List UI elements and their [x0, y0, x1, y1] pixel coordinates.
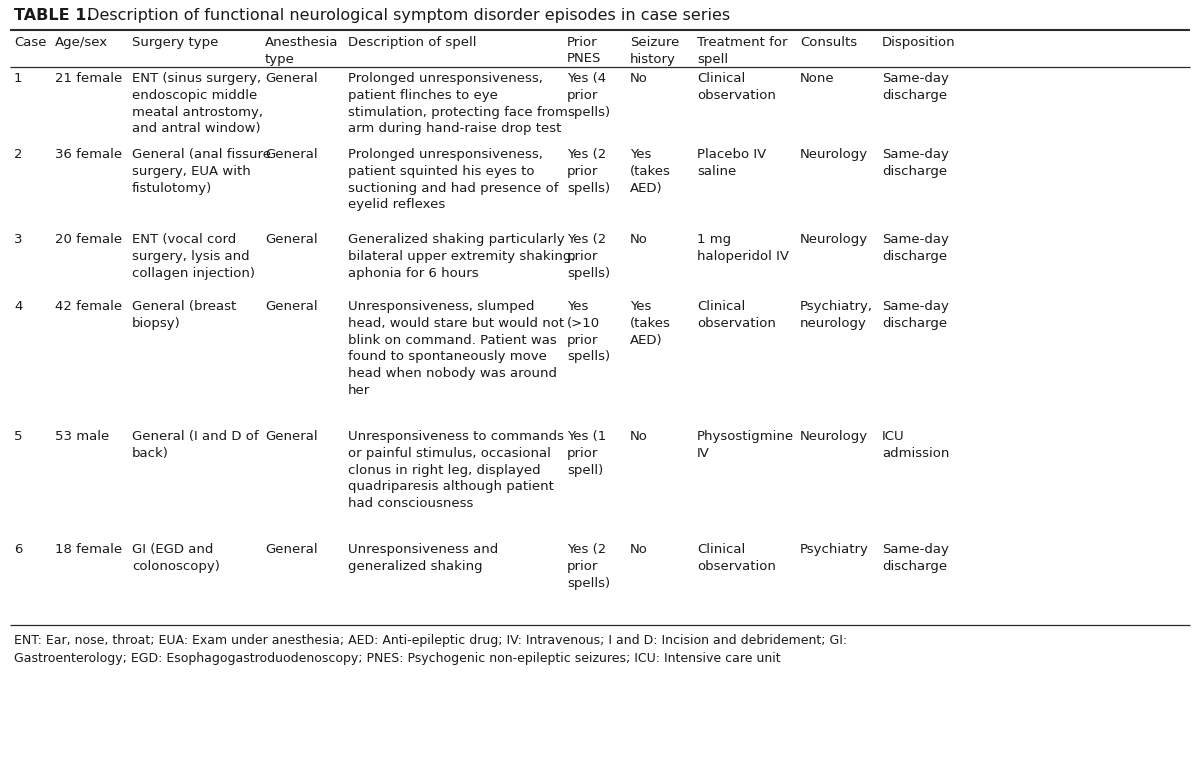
Text: TABLE 1.: TABLE 1. [14, 8, 92, 23]
Text: Prolonged unresponsiveness,
patient squinted his eyes to
suctioning and had pres: Prolonged unresponsiveness, patient squi… [348, 148, 558, 211]
Text: General: General [265, 233, 318, 246]
Text: Same-day
discharge: Same-day discharge [882, 300, 949, 329]
Text: Unresponsiveness to commands
or painful stimulus, occasional
clonus in right leg: Unresponsiveness to commands or painful … [348, 430, 564, 510]
Text: Yes (1
prior
spell): Yes (1 prior spell) [568, 430, 606, 476]
Text: 1: 1 [14, 72, 23, 85]
Text: No: No [630, 233, 648, 246]
Text: GI (EGD and
colonoscopy): GI (EGD and colonoscopy) [132, 543, 220, 573]
Text: 1 mg
haloperidol IV: 1 mg haloperidol IV [697, 233, 790, 263]
Text: Yes (2
prior
spells): Yes (2 prior spells) [568, 148, 610, 194]
Text: 6: 6 [14, 543, 23, 556]
Text: Surgery type: Surgery type [132, 36, 218, 49]
Text: Psychiatry,
neurology: Psychiatry, neurology [800, 300, 874, 329]
Text: ENT (sinus surgery,
endoscopic middle
meatal antrostomy,
and antral window): ENT (sinus surgery, endoscopic middle me… [132, 72, 263, 135]
Text: Prolonged unresponsiveness,
patient flinches to eye
stimulation, protecting face: Prolonged unresponsiveness, patient flin… [348, 72, 568, 135]
Text: Yes (2
prior
spells): Yes (2 prior spells) [568, 233, 610, 280]
Text: Description of functional neurological symptom disorder episodes in case series: Description of functional neurological s… [82, 8, 730, 23]
Text: Same-day
discharge: Same-day discharge [882, 148, 949, 178]
Text: Yes (4
prior
spells): Yes (4 prior spells) [568, 72, 610, 119]
Text: Prior
PNES: Prior PNES [568, 36, 601, 65]
Text: Same-day
discharge: Same-day discharge [882, 233, 949, 263]
Text: Same-day
discharge: Same-day discharge [882, 72, 949, 102]
Text: 5: 5 [14, 430, 23, 443]
Text: None: None [800, 72, 835, 85]
Text: General: General [265, 430, 318, 443]
Text: 3: 3 [14, 233, 23, 246]
Text: ICU
admission: ICU admission [882, 430, 949, 460]
Text: General: General [265, 72, 318, 85]
Text: Treatment for
spell: Treatment for spell [697, 36, 787, 65]
Text: General: General [265, 543, 318, 556]
Text: Description of spell: Description of spell [348, 36, 476, 49]
Text: General: General [265, 148, 318, 161]
Text: General (breast
biopsy): General (breast biopsy) [132, 300, 236, 329]
Text: Placebo IV
saline: Placebo IV saline [697, 148, 767, 178]
Text: Yes
(takes
AED): Yes (takes AED) [630, 148, 671, 194]
Text: No: No [630, 430, 648, 443]
Text: 42 female: 42 female [55, 300, 122, 313]
Text: 53 male: 53 male [55, 430, 109, 443]
Text: Consults: Consults [800, 36, 857, 49]
Text: 18 female: 18 female [55, 543, 122, 556]
Text: 2: 2 [14, 148, 23, 161]
Text: Same-day
discharge: Same-day discharge [882, 543, 949, 573]
Text: Physostigmine
IV: Physostigmine IV [697, 430, 794, 460]
Text: Unresponsiveness, slumped
head, would stare but would not
blink on command. Pati: Unresponsiveness, slumped head, would st… [348, 300, 564, 397]
Text: Yes
(takes
AED): Yes (takes AED) [630, 300, 671, 347]
Text: Clinical
observation: Clinical observation [697, 300, 776, 329]
Text: General (I and D of
back): General (I and D of back) [132, 430, 259, 460]
Text: Neurology: Neurology [800, 430, 868, 443]
Text: Yes (2
prior
spells): Yes (2 prior spells) [568, 543, 610, 590]
Text: No: No [630, 72, 648, 85]
Text: Generalized shaking particularly
bilateral upper extremity shaking,
aphonia for : Generalized shaking particularly bilater… [348, 233, 576, 280]
Text: Seizure
history: Seizure history [630, 36, 679, 65]
Text: General: General [265, 300, 318, 313]
Text: Case: Case [14, 36, 47, 49]
Text: 21 female: 21 female [55, 72, 122, 85]
Text: ENT: Ear, nose, throat; EUA: Exam under anesthesia; AED: Anti-epileptic drug; IV: ENT: Ear, nose, throat; EUA: Exam under … [14, 634, 847, 647]
Text: Yes
(>10
prior
spells): Yes (>10 prior spells) [568, 300, 610, 364]
Text: 4: 4 [14, 300, 23, 313]
Text: Gastroenterology; EGD: Esophagogastroduodenoscopy; PNES: Psychogenic non-epilept: Gastroenterology; EGD: Esophagogastroduo… [14, 652, 781, 665]
Text: Clinical
observation: Clinical observation [697, 543, 776, 573]
Text: Unresponsiveness and
generalized shaking: Unresponsiveness and generalized shaking [348, 543, 498, 573]
Text: 36 female: 36 female [55, 148, 122, 161]
Text: ENT (vocal cord
surgery, lysis and
collagen injection): ENT (vocal cord surgery, lysis and colla… [132, 233, 256, 280]
Text: Disposition: Disposition [882, 36, 955, 49]
Text: Psychiatry: Psychiatry [800, 543, 869, 556]
Text: Age/sex: Age/sex [55, 36, 108, 49]
Text: Neurology: Neurology [800, 233, 868, 246]
Text: 20 female: 20 female [55, 233, 122, 246]
Text: Clinical
observation: Clinical observation [697, 72, 776, 102]
Text: Neurology: Neurology [800, 148, 868, 161]
Text: No: No [630, 543, 648, 556]
Text: Anesthesia
type: Anesthesia type [265, 36, 338, 65]
Text: General (anal fissure
surgery, EUA with
fistulotomy): General (anal fissure surgery, EUA with … [132, 148, 271, 194]
